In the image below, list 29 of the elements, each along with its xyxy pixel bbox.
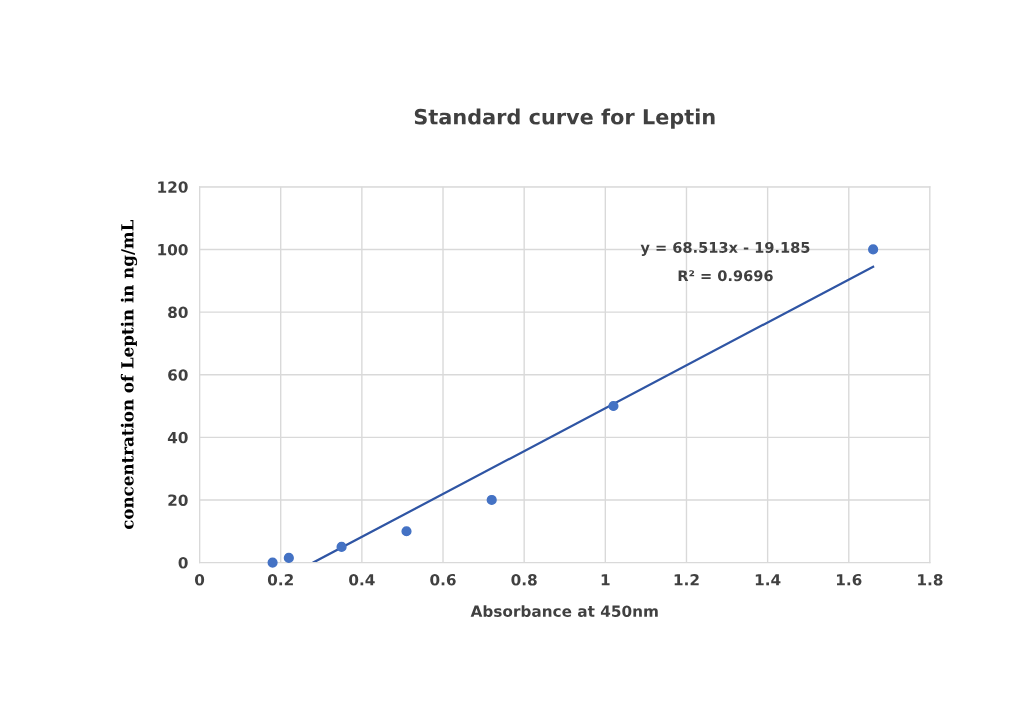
y-tick-label: 60 — [168, 369, 188, 381]
x-tick-label: 1.2 — [674, 573, 699, 586]
x-axis-title: Absorbance at 450nm — [470, 605, 658, 617]
point — [283, 552, 294, 563]
point — [401, 526, 412, 537]
x-tick-label: 0.8 — [511, 573, 537, 586]
x-tick-label: 1.6 — [836, 573, 862, 586]
y-tick-label: 120 — [158, 181, 188, 193]
point — [336, 541, 347, 553]
y-tick-label: 0 — [178, 557, 188, 569]
x-tick-label: 1 — [601, 574, 610, 586]
annotation: y = 68.513x - 19.185 — [640, 241, 810, 256]
y-tick-label: 100 — [158, 243, 188, 256]
x-tick-label: 1.4 — [755, 574, 781, 586]
annotation: R² = 0.9696 — [678, 270, 773, 282]
y-axis-title: concentration of Leptin in ng/mL — [120, 220, 138, 530]
point — [608, 400, 619, 412]
x-tick-label: 0.6 — [430, 573, 456, 586]
x-tick-label: 0.2 — [267, 573, 293, 586]
point — [267, 557, 278, 568]
y-tick-label: 40 — [167, 431, 188, 444]
point — [486, 494, 497, 506]
x-tick-label: 1.8 — [918, 573, 943, 586]
x-tick-label: 0.4 — [349, 573, 375, 586]
y-tick-label: 20 — [168, 494, 188, 506]
chart-title: Standard curve for Leptin — [414, 108, 715, 129]
x-tick-label: 0 — [194, 573, 205, 586]
point — [868, 244, 879, 255]
y-tick-label: 80 — [168, 306, 188, 319]
